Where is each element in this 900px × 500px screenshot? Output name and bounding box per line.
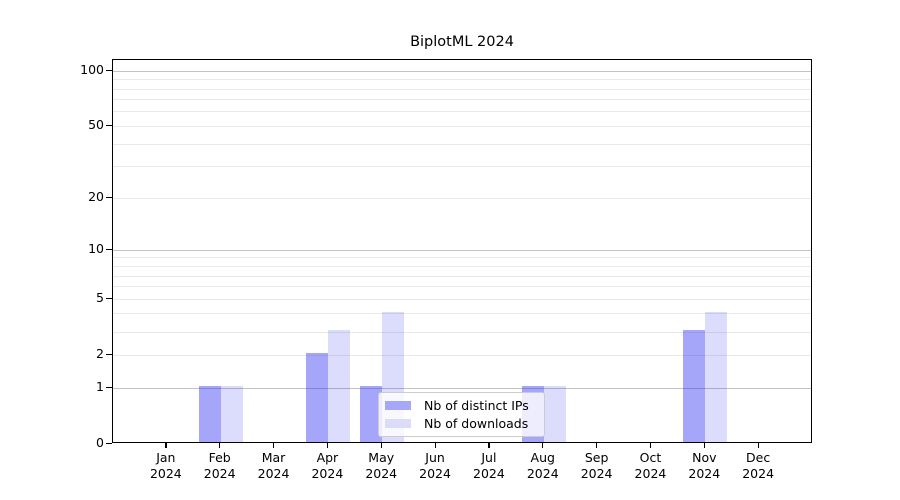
major-gridline [113,387,811,389]
x-tick-label-sep: Sep 2024 [580,450,613,481]
x-tick-mark [165,443,167,448]
y-tick-mark [106,196,112,198]
bar-downloads-apr [328,330,351,442]
legend-item-downloads: Nb of downloads [385,415,536,433]
x-tick-label-jun: Jun 2024 [419,450,451,481]
legend-item-distinct-ips: Nb of distinct IPs [385,397,536,415]
minor-gridline [113,298,811,300]
y-tick-mark [106,386,112,388]
minor-gridline [113,79,811,81]
minor-gridline [113,331,811,333]
bar-downloads-nov [705,312,728,442]
x-tick-mark [434,443,436,448]
chart-title: BiplotML 2024 [410,34,514,50]
major-gridline [113,249,811,251]
plot-area [112,59,812,443]
bar-distinct-ips-nov [683,330,706,442]
major-gridline [113,70,811,72]
y-tick-label: 20 [88,189,104,205]
x-tick-label-jul: Jul 2024 [473,450,505,481]
x-tick-mark [542,443,544,448]
y-tick-label: 1 [96,379,104,394]
y-tick-label: 2 [96,346,104,362]
x-tick-mark [757,443,759,448]
y-tick-mark [106,248,112,250]
bar-distinct-ips-apr [306,353,329,442]
legend: Nb of distinct IPs Nb of downloads [378,392,545,437]
minor-gridline [113,125,811,127]
bar-distinct-ips-may [360,386,383,442]
x-tick-label-jan: Jan 2024 [149,450,182,481]
x-tick-label-oct: Oct 2024 [634,450,667,481]
x-tick-label-mar: Mar 2024 [257,450,290,481]
y-tick-mark [106,69,112,71]
minor-gridline [113,166,811,168]
minor-gridline [113,88,811,90]
x-tick-label-may: May 2024 [365,450,398,481]
y-tick-label: 10 [88,241,104,257]
x-tick-mark [649,443,652,448]
y-tick-mark [106,297,112,299]
bar-downloads-feb [220,386,243,442]
x-tick-mark [273,443,275,448]
y-tick-label: 50 [88,117,104,133]
y-tick-mark [106,353,112,355]
x-tick-label-apr: Apr 2024 [311,450,344,481]
minor-gridline [113,99,811,101]
legend-swatch-downloads [385,418,411,428]
minor-gridline [113,197,811,199]
x-tick-mark [326,443,329,448]
y-tick-label: 5 [96,290,104,306]
x-tick-label-aug: Aug 2024 [526,450,559,481]
minor-gridline [113,111,811,113]
y-tick-label: 100 [80,62,104,78]
minor-gridline [113,313,811,315]
minor-gridline [113,275,811,277]
bar-downloads-aug [543,386,566,442]
minor-gridline [113,266,811,267]
legend-label-distinct-ips: Nb of distinct IPs [424,398,529,414]
x-tick-mark [380,443,382,448]
x-tick-mark [703,443,705,448]
y-tick-mark [106,442,112,444]
y-tick-label: 0 [96,435,104,450]
legend-swatch-distinct-ips [385,401,411,411]
legend-label-downloads: Nb of downloads [424,415,529,431]
x-tick-label-feb: Feb 2024 [203,450,236,481]
minor-gridline [113,354,811,356]
x-tick-label-dec: Dec 2024 [742,450,775,481]
x-tick-mark [488,443,490,448]
x-tick-mark [596,443,598,448]
x-tick-label-nov: Nov 2024 [688,450,721,481]
minor-gridline [113,257,811,259]
bar-distinct-ips-feb [198,386,221,442]
minor-gridline [113,143,811,145]
x-tick-mark [219,443,221,448]
minor-gridline [113,286,811,288]
y-tick-mark [106,124,112,127]
